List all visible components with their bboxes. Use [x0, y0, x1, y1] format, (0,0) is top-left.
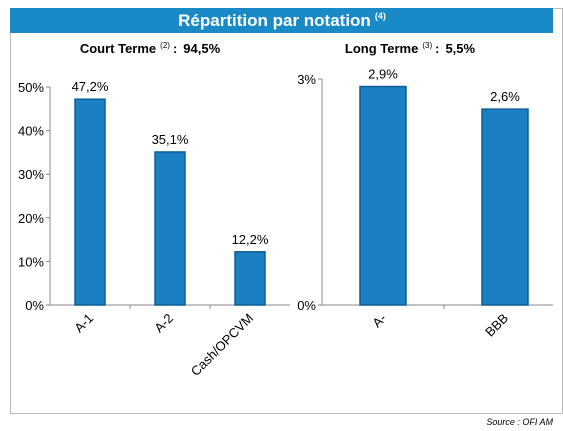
y-tick-label: 10% [18, 254, 44, 269]
bar [481, 108, 529, 306]
subtitle: Court Terme (2):94,5% [80, 41, 221, 56]
value-label: 2,9% [368, 67, 398, 82]
value-label: 12,2% [232, 232, 269, 247]
chart-title-group: Répartition par notation (4) [178, 11, 386, 30]
y-tick-label: 20% [18, 211, 44, 226]
subtitle: Long Terme (3):5,5% [345, 41, 476, 56]
source: Source : OFI AM [486, 417, 553, 427]
x-tick-label: A-2 [151, 311, 176, 336]
value-label: 35,1% [152, 132, 189, 147]
bar [234, 251, 266, 306]
y-tick-label: 0% [297, 298, 316, 313]
value-label: 47,2% [72, 79, 109, 94]
y-tick-label: 0% [25, 298, 44, 313]
subtitle-note: (2) [160, 41, 170, 50]
subtitle-value: 5,5% [445, 41, 475, 56]
chart-title: Répartition par notation [178, 11, 371, 30]
separator: : [435, 41, 439, 56]
y-tick-label: 30% [18, 167, 44, 182]
bar [154, 151, 186, 306]
bar [74, 98, 106, 306]
separator: : [173, 41, 177, 56]
x-tick-label: A-1 [71, 311, 96, 336]
y-tick-label: 40% [18, 124, 44, 139]
subtitle-note: (3) [422, 41, 432, 50]
title-banner [10, 8, 553, 33]
subtitle-text: Court Terme [80, 41, 156, 56]
subtitle-text: Long Terme [345, 41, 418, 56]
subtitle-value: 94,5% [183, 41, 220, 56]
value-label: 2,6% [490, 89, 520, 104]
x-tick-label: A- [369, 311, 389, 331]
x-tick-label: BBB [482, 311, 511, 340]
y-tick-label: 3% [297, 72, 316, 87]
x-tick-label: Cash/OPCVM [188, 311, 256, 379]
y-tick-label: 50% [18, 80, 44, 95]
bar [359, 85, 407, 306]
title-note: (4) [375, 11, 386, 21]
